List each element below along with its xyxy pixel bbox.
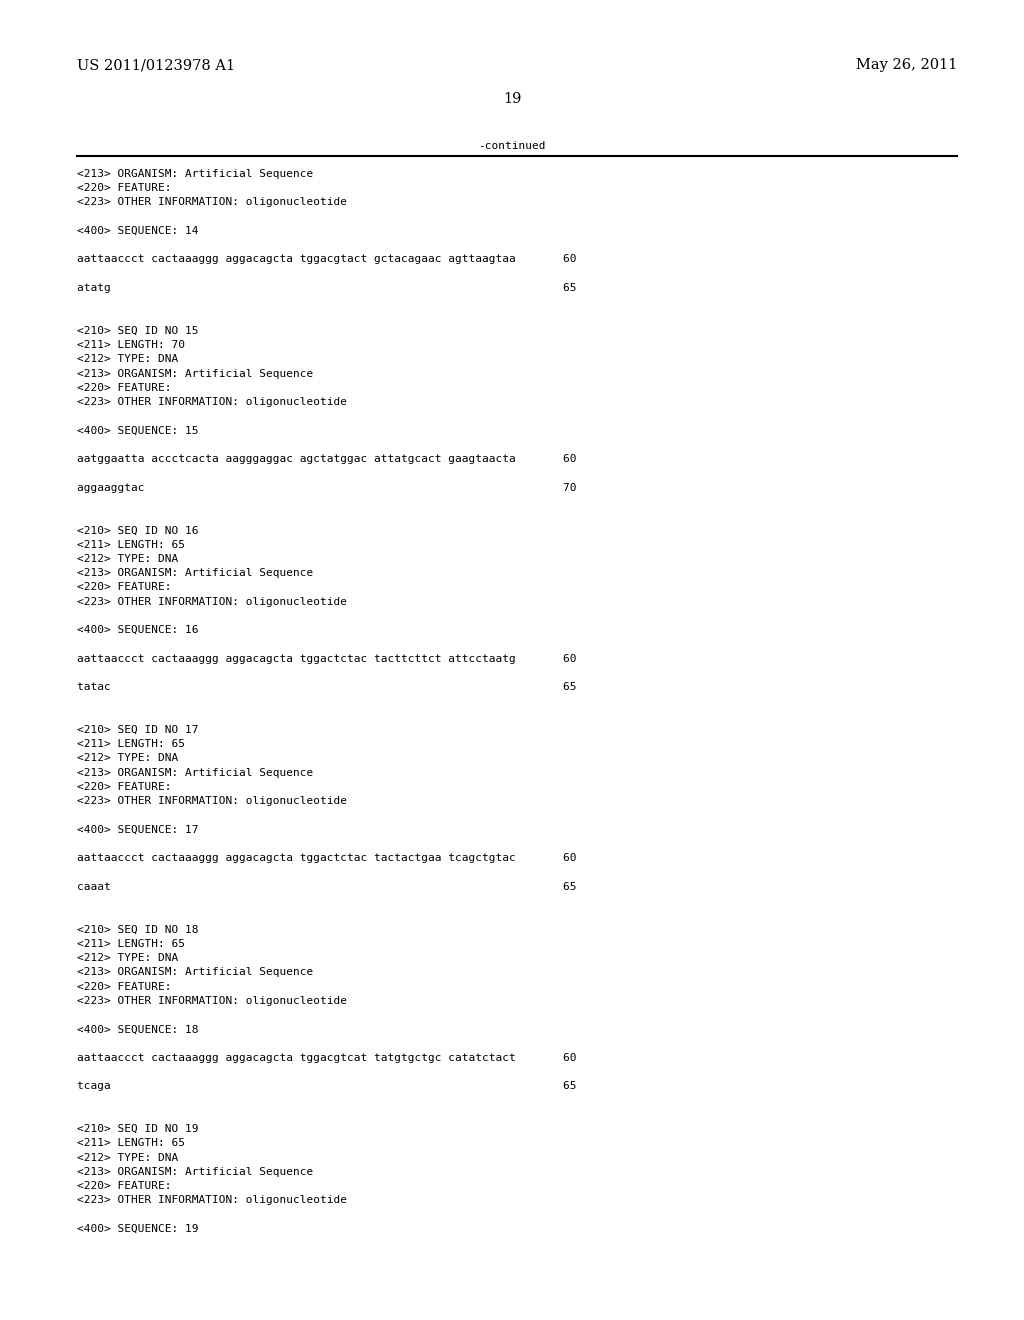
- Text: <212> TYPE: DNA: <212> TYPE: DNA: [77, 953, 178, 964]
- Text: <220> FEATURE:: <220> FEATURE:: [77, 582, 171, 593]
- Text: <211> LENGTH: 65: <211> LENGTH: 65: [77, 739, 184, 750]
- Text: <211> LENGTH: 70: <211> LENGTH: 70: [77, 341, 184, 350]
- Text: <220> FEATURE:: <220> FEATURE:: [77, 982, 171, 991]
- Text: <400> SEQUENCE: 18: <400> SEQUENCE: 18: [77, 1024, 199, 1035]
- Text: <211> LENGTH: 65: <211> LENGTH: 65: [77, 540, 184, 549]
- Text: <213> ORGANISM: Artificial Sequence: <213> ORGANISM: Artificial Sequence: [77, 368, 313, 379]
- Text: <223> OTHER INFORMATION: oligonucleotide: <223> OTHER INFORMATION: oligonucleotide: [77, 995, 347, 1006]
- Text: <220> FEATURE:: <220> FEATURE:: [77, 183, 171, 193]
- Text: <213> ORGANISM: Artificial Sequence: <213> ORGANISM: Artificial Sequence: [77, 968, 313, 977]
- Text: aattaaccct cactaaaggg aggacagcta tggactctac tacttcttct attcctaatg       60: aattaaccct cactaaaggg aggacagcta tggactc…: [77, 653, 577, 664]
- Text: <212> TYPE: DNA: <212> TYPE: DNA: [77, 354, 178, 364]
- Text: <210> SEQ ID NO 16: <210> SEQ ID NO 16: [77, 525, 199, 536]
- Text: <212> TYPE: DNA: <212> TYPE: DNA: [77, 754, 178, 763]
- Text: <211> LENGTH: 65: <211> LENGTH: 65: [77, 1138, 184, 1148]
- Text: aattaaccct cactaaaggg aggacagcta tggactctac tactactgaa tcagctgtac       60: aattaaccct cactaaaggg aggacagcta tggactc…: [77, 853, 577, 863]
- Text: tcaga                                                                   65: tcaga 65: [77, 1081, 577, 1092]
- Text: <220> FEATURE:: <220> FEATURE:: [77, 781, 171, 792]
- Text: <210> SEQ ID NO 17: <210> SEQ ID NO 17: [77, 725, 199, 735]
- Text: <212> TYPE: DNA: <212> TYPE: DNA: [77, 554, 178, 564]
- Text: <213> ORGANISM: Artificial Sequence: <213> ORGANISM: Artificial Sequence: [77, 568, 313, 578]
- Text: 19: 19: [503, 92, 521, 107]
- Text: <210> SEQ ID NO 18: <210> SEQ ID NO 18: [77, 924, 199, 935]
- Text: tatac                                                                   65: tatac 65: [77, 682, 577, 692]
- Text: <213> ORGANISM: Artificial Sequence: <213> ORGANISM: Artificial Sequence: [77, 169, 313, 180]
- Text: aggaaggtac                                                              70: aggaaggtac 70: [77, 483, 577, 492]
- Text: <400> SEQUENCE: 19: <400> SEQUENCE: 19: [77, 1224, 199, 1234]
- Text: <223> OTHER INFORMATION: oligonucleotide: <223> OTHER INFORMATION: oligonucleotide: [77, 198, 347, 207]
- Text: <223> OTHER INFORMATION: oligonucleotide: <223> OTHER INFORMATION: oligonucleotide: [77, 796, 347, 807]
- Text: <223> OTHER INFORMATION: oligonucleotide: <223> OTHER INFORMATION: oligonucleotide: [77, 397, 347, 407]
- Text: <220> FEATURE:: <220> FEATURE:: [77, 383, 171, 393]
- Text: atatg                                                                   65: atatg 65: [77, 282, 577, 293]
- Text: <400> SEQUENCE: 14: <400> SEQUENCE: 14: [77, 226, 199, 236]
- Text: -continued: -continued: [478, 141, 546, 152]
- Text: aattaaccct cactaaaggg aggacagcta tggacgtcat tatgtgctgc catatctact       60: aattaaccct cactaaaggg aggacagcta tggacgt…: [77, 1053, 577, 1063]
- Text: US 2011/0123978 A1: US 2011/0123978 A1: [77, 58, 234, 73]
- Text: <400> SEQUENCE: 17: <400> SEQUENCE: 17: [77, 825, 199, 834]
- Text: <223> OTHER INFORMATION: oligonucleotide: <223> OTHER INFORMATION: oligonucleotide: [77, 597, 347, 607]
- Text: <212> TYPE: DNA: <212> TYPE: DNA: [77, 1152, 178, 1163]
- Text: <211> LENGTH: 65: <211> LENGTH: 65: [77, 939, 184, 949]
- Text: <213> ORGANISM: Artificial Sequence: <213> ORGANISM: Artificial Sequence: [77, 768, 313, 777]
- Text: aatggaatta accctcacta aagggaggac agctatggac attatgcact gaagtaacta       60: aatggaatta accctcacta aagggaggac agctatg…: [77, 454, 577, 465]
- Text: <213> ORGANISM: Artificial Sequence: <213> ORGANISM: Artificial Sequence: [77, 1167, 313, 1177]
- Text: <210> SEQ ID NO 15: <210> SEQ ID NO 15: [77, 326, 199, 335]
- Text: <400> SEQUENCE: 15: <400> SEQUENCE: 15: [77, 425, 199, 436]
- Text: <400> SEQUENCE: 16: <400> SEQUENCE: 16: [77, 626, 199, 635]
- Text: <223> OTHER INFORMATION: oligonucleotide: <223> OTHER INFORMATION: oligonucleotide: [77, 1196, 347, 1205]
- Text: <220> FEATURE:: <220> FEATURE:: [77, 1181, 171, 1191]
- Text: caaat                                                                   65: caaat 65: [77, 882, 577, 892]
- Text: <210> SEQ ID NO 19: <210> SEQ ID NO 19: [77, 1125, 199, 1134]
- Text: May 26, 2011: May 26, 2011: [856, 58, 957, 73]
- Text: aattaaccct cactaaaggg aggacagcta tggacgtact gctacagaac agttaagtaa       60: aattaaccct cactaaaggg aggacagcta tggacgt…: [77, 255, 577, 264]
